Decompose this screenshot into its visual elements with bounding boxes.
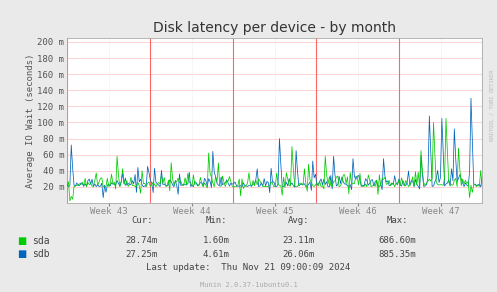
Text: 27.25m: 27.25m: [126, 250, 158, 258]
Text: 4.61m: 4.61m: [203, 250, 230, 258]
Text: Cur:: Cur:: [131, 216, 153, 225]
Text: sda: sda: [32, 236, 50, 246]
Text: ■: ■: [17, 236, 27, 246]
Text: Last update:  Thu Nov 21 09:00:09 2024: Last update: Thu Nov 21 09:00:09 2024: [147, 263, 350, 272]
Text: 26.06m: 26.06m: [282, 250, 314, 258]
Text: ■: ■: [17, 249, 27, 259]
Y-axis label: Average IO Wait (seconds): Average IO Wait (seconds): [26, 53, 35, 188]
Text: RRDTOOL / TOBI OETIKER: RRDTOOL / TOBI OETIKER: [490, 69, 495, 141]
Text: Min:: Min:: [205, 216, 227, 225]
Text: 885.35m: 885.35m: [379, 250, 416, 258]
Text: sdb: sdb: [32, 249, 50, 259]
Text: Max:: Max:: [387, 216, 409, 225]
Text: 23.11m: 23.11m: [282, 237, 314, 245]
Text: 686.60m: 686.60m: [379, 237, 416, 245]
Text: Avg:: Avg:: [287, 216, 309, 225]
Title: Disk latency per device - by month: Disk latency per device - by month: [153, 21, 396, 35]
Text: Munin 2.0.37-1ubuntu0.1: Munin 2.0.37-1ubuntu0.1: [200, 282, 297, 288]
Text: 28.74m: 28.74m: [126, 237, 158, 245]
Text: 1.60m: 1.60m: [203, 237, 230, 245]
